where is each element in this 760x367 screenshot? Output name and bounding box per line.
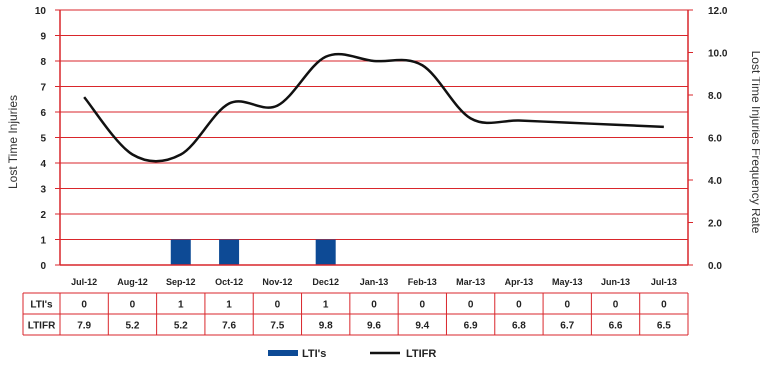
x-tick-label: Jul-12 — [71, 277, 97, 287]
legend-label-ltifr: LTIFR — [406, 348, 436, 360]
bar-series — [170, 239, 336, 265]
table-cell: 6.5 — [657, 321, 671, 332]
table-cell: 0 — [661, 300, 667, 311]
table-cell: 7.6 — [222, 321, 236, 332]
table-cell: 5.2 — [174, 321, 188, 332]
y2-tick-label: 4.0 — [708, 176, 722, 187]
table-cell: 6.9 — [464, 321, 478, 332]
x-tick-label: Nov-12 — [262, 277, 292, 287]
x-tick-label: Sep-12 — [166, 277, 196, 287]
x-tick-label: Dec12 — [312, 277, 339, 287]
table-row-label: LTIFR — [28, 321, 56, 332]
table-cell: 7.9 — [77, 321, 91, 332]
y-tick-label: 1 — [40, 236, 46, 247]
table-cell: 6.8 — [512, 321, 526, 332]
table-cell: 0 — [564, 300, 570, 311]
legend: LTI's LTIFR — [268, 348, 436, 360]
y-tick-label: 6 — [40, 108, 46, 119]
table-row-label: LTI's — [30, 300, 53, 311]
table-cell: 6.6 — [609, 321, 623, 332]
table-cell: 9.4 — [415, 321, 429, 332]
table-cell: 1 — [178, 300, 184, 311]
x-tick-label: Jul-13 — [651, 277, 677, 287]
y-tick-label: 0 — [40, 261, 46, 272]
y-tick-label: 5 — [40, 134, 46, 145]
y2-tick-label: 12.0 — [708, 6, 728, 17]
table-cell: 0 — [130, 300, 136, 311]
x-tick-label: Aug-12 — [117, 277, 148, 287]
table-cell: 0 — [371, 300, 377, 311]
table-cell: 0 — [275, 300, 281, 311]
x-tick-label: Oct-12 — [215, 277, 243, 287]
table-cell: 0 — [81, 300, 87, 311]
y-tick-label: 4 — [40, 159, 46, 170]
table-cell: 0 — [516, 300, 522, 311]
y-tick-label: 7 — [40, 83, 46, 94]
legend-label-ltis: LTI's — [302, 348, 326, 360]
y2-tick-label: 8.0 — [708, 91, 722, 102]
table-cell: 9.6 — [367, 321, 381, 332]
gridlines — [60, 9, 688, 266]
table-cell: 1 — [226, 300, 232, 311]
bar — [219, 239, 240, 265]
table-cell: 7.5 — [270, 321, 284, 332]
y2-tick-label: 0.0 — [708, 261, 722, 272]
table-cell: 9.8 — [319, 321, 333, 332]
table-cell: 0 — [420, 300, 426, 311]
x-tick-label: Mar-13 — [456, 277, 485, 287]
y-tick-label: 8 — [40, 57, 46, 68]
ltifr-line — [83, 52, 664, 163]
y-axis-title: Lost Time Injuries — [6, 95, 20, 189]
x-tick-label: Apr-13 — [505, 277, 534, 287]
y2-tick-label: 10.0 — [708, 49, 728, 60]
bar — [170, 239, 191, 265]
y-tick-label: 10 — [35, 6, 47, 17]
table-cell: 1 — [323, 300, 329, 311]
y2-tick-label: 2.0 — [708, 219, 722, 230]
x-tick-label: Jun-13 — [601, 277, 630, 287]
y-tick-label: 9 — [40, 32, 46, 43]
bar — [315, 239, 336, 265]
y2-tick-label: 6.0 — [708, 134, 722, 145]
line-series — [83, 52, 664, 163]
y-tick-label: 3 — [40, 185, 46, 196]
table-cell: 0 — [468, 300, 474, 311]
data-table: LTI's 0 0 1 1 0 1 0 0 0 0 0 0 0 LTIFR 7.9 5.2 5.2 7.6 7.5 9.… — [22, 292, 689, 336]
table-cell: 6.7 — [560, 321, 574, 332]
x-tick-label: Feb-13 — [408, 277, 437, 287]
x-tick-label: May-13 — [552, 277, 583, 287]
axes: 0 1 2 3 4 5 6 7 8 9 10 0.0 2.0 4.0 6.0 8.0 10.0 12.0 Jul-1… — [35, 6, 728, 287]
y2-axis-title: Lost Time Injuries Frequency Rate — [749, 51, 760, 234]
table-cell: 0 — [613, 300, 619, 311]
table-cell: 5.2 — [126, 321, 140, 332]
x-tick-label: Jan-13 — [360, 277, 389, 287]
y-tick-label: 2 — [40, 210, 46, 221]
legend-swatch-ltis — [268, 350, 298, 356]
